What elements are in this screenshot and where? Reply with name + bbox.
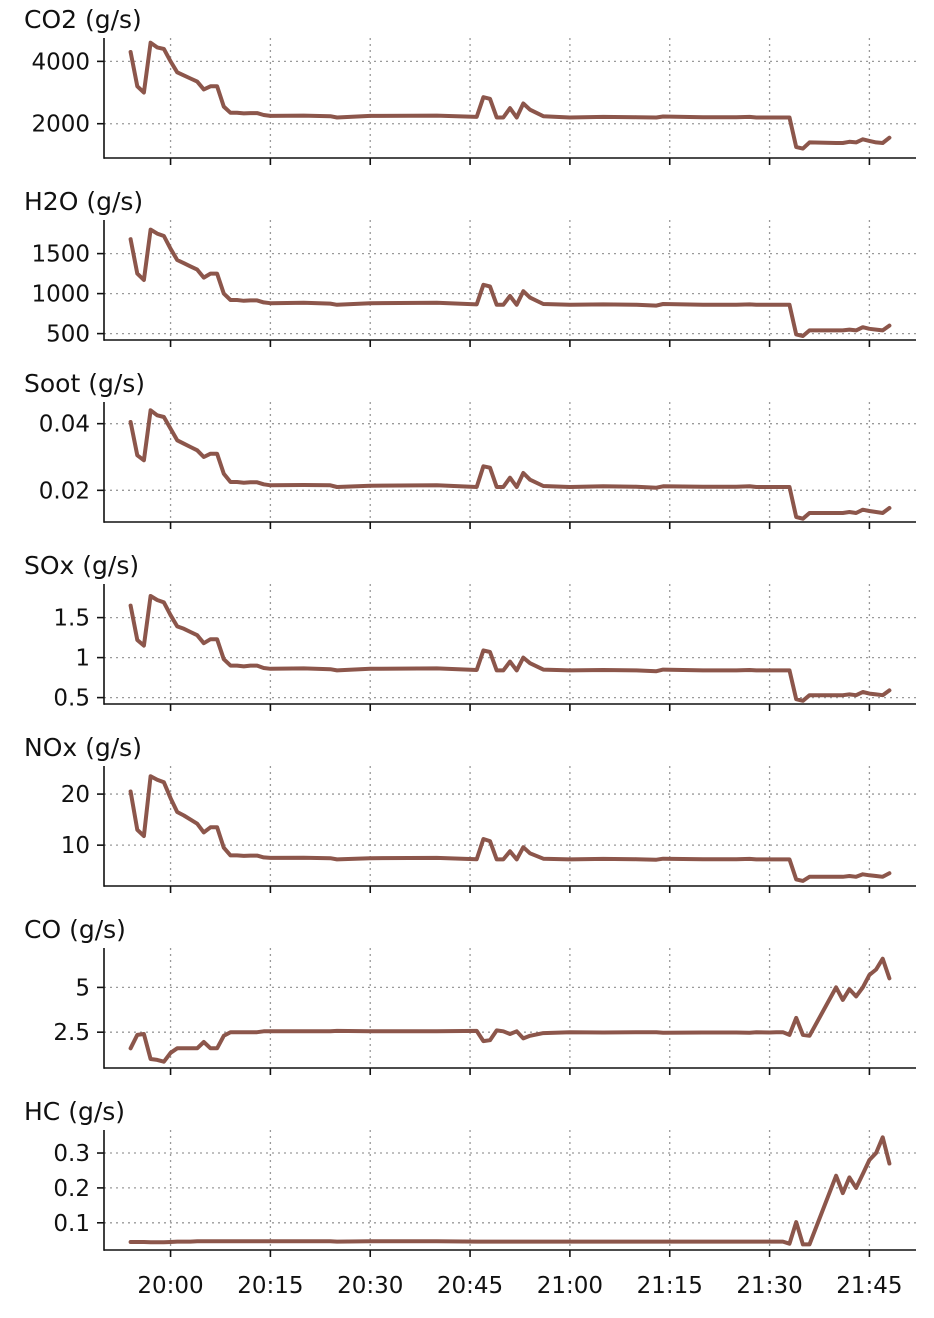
x-tick-label: 20:45 bbox=[437, 1273, 503, 1299]
y-tick-label: 1500 bbox=[31, 242, 90, 268]
panel-6: 0.1 0.2 0.3 HC (g/s) bbox=[24, 1097, 916, 1257]
series-line bbox=[128, 956, 892, 1064]
panel-ylabel: SOx (g/s) bbox=[24, 551, 139, 580]
panel-5: 2.5 5 CO (g/s) bbox=[24, 915, 916, 1075]
panel-ylabel: CO (g/s) bbox=[24, 915, 126, 944]
y-tick-label: 2.5 bbox=[53, 1020, 90, 1046]
y-tick-label: 10 bbox=[61, 833, 90, 859]
y-tick-label: 5 bbox=[75, 975, 90, 1001]
series-line bbox=[128, 1135, 892, 1247]
panel-ylabel: Soot (g/s) bbox=[24, 369, 145, 398]
y-tick-label: 1 bbox=[75, 646, 90, 672]
panel-ylabel: H2O (g/s) bbox=[24, 187, 143, 216]
y-tick-label: 0.02 bbox=[39, 478, 90, 504]
panel-1: 500 1000 1500 H2O (g/s) bbox=[24, 187, 916, 348]
y-tick-label: 0.5 bbox=[53, 686, 90, 712]
series-line bbox=[128, 227, 892, 338]
y-tick-label: 2000 bbox=[31, 112, 90, 138]
x-tick-label: 20:00 bbox=[137, 1273, 203, 1299]
x-tick-label: 20:30 bbox=[337, 1273, 403, 1299]
panel-0: 2000 4000 CO2 (g/s) bbox=[24, 5, 916, 165]
panel-3: 0.5 1 1.5 SOx (g/s) bbox=[24, 551, 916, 712]
panel-ylabel: NOx (g/s) bbox=[24, 733, 142, 762]
series-line bbox=[128, 774, 892, 883]
x-tick-label: 21:45 bbox=[836, 1273, 902, 1299]
y-tick-label: 20 bbox=[61, 782, 90, 808]
series-line bbox=[128, 40, 892, 151]
y-tick-label: 0.3 bbox=[53, 1141, 90, 1167]
y-tick-label: 0.2 bbox=[53, 1176, 90, 1202]
series-line bbox=[128, 594, 892, 703]
y-tick-label: 1.5 bbox=[53, 606, 90, 632]
panel-ylabel: HC (g/s) bbox=[24, 1097, 125, 1126]
panel-4: 10 20 NOx (g/s) bbox=[24, 733, 916, 893]
series-line bbox=[128, 408, 892, 521]
x-tick-label: 21:15 bbox=[637, 1273, 703, 1299]
y-tick-label: 1000 bbox=[31, 282, 90, 308]
panel-2: 0.02 0.04 Soot (g/s) bbox=[24, 369, 916, 529]
x-tick-label: 21:30 bbox=[736, 1273, 802, 1299]
y-tick-label: 0.04 bbox=[39, 412, 90, 438]
x-tick-label: 20:15 bbox=[237, 1273, 303, 1299]
y-tick-label: 0.1 bbox=[53, 1211, 90, 1237]
panel-ylabel: CO2 (g/s) bbox=[24, 5, 142, 34]
y-tick-label: 4000 bbox=[31, 49, 90, 75]
y-tick-label: 500 bbox=[46, 322, 90, 348]
x-tick-label: 21:00 bbox=[537, 1273, 603, 1299]
